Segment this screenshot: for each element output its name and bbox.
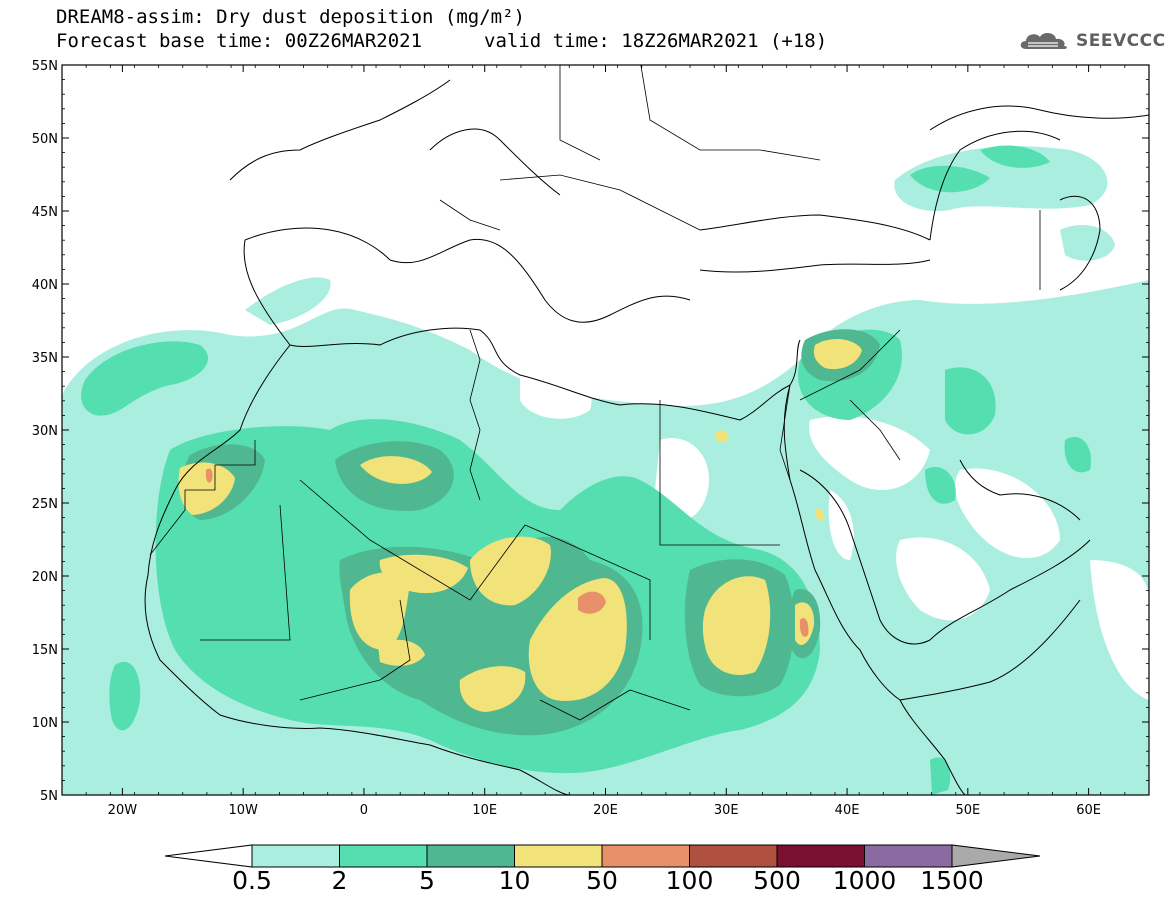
lon-label: 60E	[1076, 803, 1101, 818]
cloud-logo-icon	[1020, 33, 1067, 49]
lon-label: 10W	[228, 803, 258, 818]
coastlines	[144, 79, 1149, 795]
lat-label: 30N	[32, 424, 58, 439]
lon-label: 10E	[472, 803, 497, 818]
colorbar-label: 1500	[920, 866, 984, 895]
longitude-axis: 20W 10W 0 10E 20E 30E 40E 50E 60E	[61, 65, 1150, 818]
lon-label: 30E	[714, 803, 739, 818]
lat-label: 20N	[32, 570, 58, 585]
country-borders	[149, 65, 1041, 721]
latitude-axis: 55N 50N 45N 40N 35N 30N 25N 20N 15N 10N 5N	[32, 59, 1149, 804]
valid-time: valid time: 18Z26MAR2021 (+18)	[484, 30, 828, 52]
dust-level-4	[178, 338, 862, 712]
colorbar-swatch	[601, 844, 690, 868]
colorbar-swatch	[251, 844, 340, 868]
colorbar-label: 2	[332, 866, 348, 895]
colorbar-label: 0.5	[232, 866, 272, 895]
map-title: DREAM8-assim: Dry dust deposition (mg/m²…	[56, 6, 525, 28]
forecast-base-time: Forecast base time: 00Z26MAR2021	[56, 30, 423, 52]
lat-label: 10N	[32, 716, 58, 731]
colorbar-under-triangle	[164, 844, 253, 868]
colorbar-swatch	[864, 844, 953, 868]
lat-label: 45N	[32, 205, 58, 220]
lat-label: 35N	[32, 351, 58, 366]
lon-label: 40E	[835, 803, 860, 818]
lon-label: 20W	[108, 803, 138, 818]
dust-gaps	[400, 367, 1149, 700]
colorbar-label: 1000	[833, 866, 897, 895]
colorbar-swatch	[339, 844, 428, 868]
lon-label: 20E	[593, 803, 618, 818]
dust-field-layer	[62, 145, 1149, 795]
colorbar-label: 50	[586, 866, 618, 895]
lat-label: 15N	[32, 643, 58, 658]
colorbar-label: 5	[419, 866, 435, 895]
dust-level-5	[205, 468, 809, 637]
colorbar-swatch	[776, 844, 865, 868]
lat-label: 25N	[32, 497, 58, 512]
colorbar-swatch	[514, 844, 603, 868]
colorbar-over-triangle	[951, 844, 1041, 868]
lat-label: 55N	[32, 59, 58, 74]
lat-label: 5N	[40, 789, 58, 804]
colorbar-swatch	[689, 844, 778, 868]
lon-label: 50E	[955, 803, 980, 818]
colorbar-label: 100	[666, 866, 714, 895]
colorbar-label: 10	[499, 866, 531, 895]
lon-label: 0	[360, 803, 368, 818]
colorbar-label: 500	[753, 866, 801, 895]
logo-text: SEEVCCC	[1076, 31, 1165, 51]
lat-label: 50N	[32, 132, 58, 147]
seevccc-logo: SEEVCCC	[1018, 30, 1165, 52]
colorbar-swatch	[426, 844, 515, 868]
lat-label: 40N	[32, 278, 58, 293]
colorbar: 0.5 2 5 10 50 100 500 1000 1500	[164, 844, 1041, 895]
